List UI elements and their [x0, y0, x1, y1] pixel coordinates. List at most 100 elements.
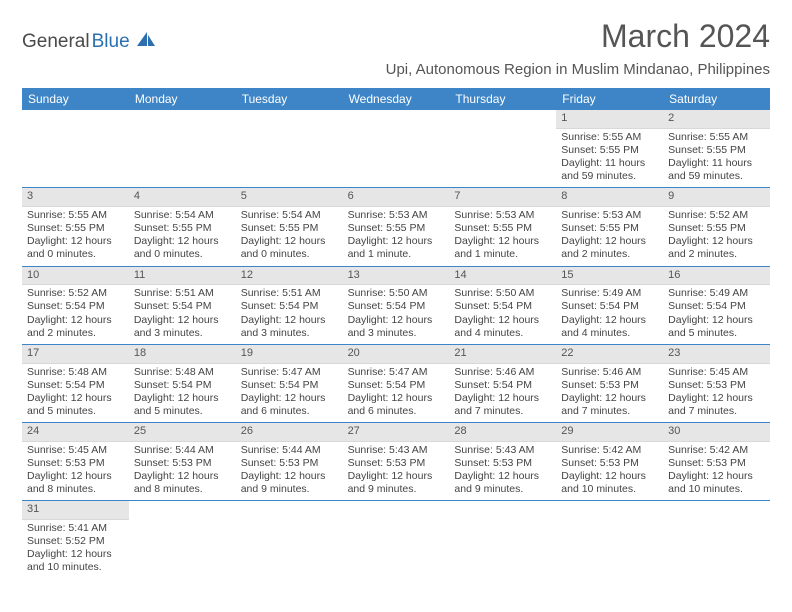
header: General Blue March 2024 Upi, Autonomous … [22, 18, 770, 78]
day-cell: 20Sunrise: 5:47 AMSunset: 5:54 PMDayligh… [343, 345, 450, 422]
day-number: 29 [556, 423, 663, 442]
day-number: 16 [663, 267, 770, 286]
day-header: Thursday [449, 88, 556, 110]
day-number: 6 [343, 188, 450, 207]
day-cell [236, 501, 343, 578]
sunset-text: Sunset: 5:53 PM [561, 457, 658, 470]
day-detail: Sunrise: 5:47 AMSunset: 5:54 PMDaylight:… [236, 364, 343, 423]
day-number: 4 [129, 188, 236, 207]
sunset-text: Sunset: 5:55 PM [27, 222, 124, 235]
day-number: 30 [663, 423, 770, 442]
day-detail: Sunrise: 5:52 AMSunset: 5:54 PMDaylight:… [22, 285, 129, 344]
day-cell: 15Sunrise: 5:49 AMSunset: 5:54 PMDayligh… [556, 267, 663, 344]
sunrise-text: Sunrise: 5:48 AM [27, 366, 124, 379]
day-number: 5 [236, 188, 343, 207]
sunrise-text: Sunrise: 5:46 AM [561, 366, 658, 379]
sunset-text: Sunset: 5:55 PM [668, 222, 765, 235]
day-detail: Sunrise: 5:55 AMSunset: 5:55 PMDaylight:… [22, 207, 129, 266]
day-number: 23 [663, 345, 770, 364]
day-detail: Sunrise: 5:53 AMSunset: 5:55 PMDaylight:… [556, 207, 663, 266]
day-cell: 12Sunrise: 5:51 AMSunset: 5:54 PMDayligh… [236, 267, 343, 344]
day-number: 11 [129, 267, 236, 286]
day-detail: Sunrise: 5:42 AMSunset: 5:53 PMDaylight:… [556, 442, 663, 501]
sunrise-text: Sunrise: 5:52 AM [668, 209, 765, 222]
day-detail: Sunrise: 5:53 AMSunset: 5:55 PMDaylight:… [343, 207, 450, 266]
daylight-text: Daylight: 12 hours and 6 minutes. [348, 392, 445, 418]
day-cell [129, 110, 236, 187]
daylight-text: Daylight: 12 hours and 10 minutes. [561, 470, 658, 496]
day-number: 22 [556, 345, 663, 364]
week-row: 3Sunrise: 5:55 AMSunset: 5:55 PMDaylight… [22, 188, 770, 266]
day-cell: 14Sunrise: 5:50 AMSunset: 5:54 PMDayligh… [449, 267, 556, 344]
sunrise-text: Sunrise: 5:50 AM [348, 287, 445, 300]
day-cell [449, 501, 556, 578]
day-header: Sunday [22, 88, 129, 110]
sunset-text: Sunset: 5:55 PM [668, 144, 765, 157]
sunset-text: Sunset: 5:54 PM [27, 300, 124, 313]
daylight-text: Daylight: 12 hours and 3 minutes. [241, 314, 338, 340]
daylight-text: Daylight: 12 hours and 10 minutes. [27, 548, 124, 574]
sunrise-text: Sunrise: 5:55 AM [27, 209, 124, 222]
sunrise-text: Sunrise: 5:41 AM [27, 522, 124, 535]
daylight-text: Daylight: 12 hours and 0 minutes. [134, 235, 231, 261]
day-cell [556, 501, 663, 578]
day-detail: Sunrise: 5:47 AMSunset: 5:54 PMDaylight:… [343, 364, 450, 423]
day-detail: Sunrise: 5:43 AMSunset: 5:53 PMDaylight:… [449, 442, 556, 501]
logo-sail-icon [135, 30, 157, 53]
day-detail: Sunrise: 5:53 AMSunset: 5:55 PMDaylight:… [449, 207, 556, 266]
sunrise-text: Sunrise: 5:53 AM [561, 209, 658, 222]
day-header-row: Sunday Monday Tuesday Wednesday Thursday… [22, 88, 770, 110]
daylight-text: Daylight: 12 hours and 0 minutes. [241, 235, 338, 261]
day-detail: Sunrise: 5:55 AMSunset: 5:55 PMDaylight:… [556, 129, 663, 188]
day-number: 2 [663, 110, 770, 129]
day-cell: 18Sunrise: 5:48 AMSunset: 5:54 PMDayligh… [129, 345, 236, 422]
day-detail: Sunrise: 5:51 AMSunset: 5:54 PMDaylight:… [129, 285, 236, 344]
sunrise-text: Sunrise: 5:49 AM [561, 287, 658, 300]
sunset-text: Sunset: 5:55 PM [561, 222, 658, 235]
day-cell: 13Sunrise: 5:50 AMSunset: 5:54 PMDayligh… [343, 267, 450, 344]
daylight-text: Daylight: 12 hours and 4 minutes. [454, 314, 551, 340]
sunset-text: Sunset: 5:55 PM [348, 222, 445, 235]
sunrise-text: Sunrise: 5:51 AM [241, 287, 338, 300]
daylight-text: Daylight: 11 hours and 59 minutes. [668, 157, 765, 183]
sunset-text: Sunset: 5:53 PM [454, 457, 551, 470]
month-title: March 2024 [386, 18, 770, 55]
logo: General Blue [22, 30, 157, 53]
day-cell [343, 501, 450, 578]
daylight-text: Daylight: 12 hours and 5 minutes. [668, 314, 765, 340]
logo-text-general: General [22, 31, 90, 53]
day-number: 13 [343, 267, 450, 286]
sunset-text: Sunset: 5:54 PM [134, 300, 231, 313]
day-detail: Sunrise: 5:50 AMSunset: 5:54 PMDaylight:… [449, 285, 556, 344]
sunrise-text: Sunrise: 5:55 AM [668, 131, 765, 144]
day-cell: 31Sunrise: 5:41 AMSunset: 5:52 PMDayligh… [22, 501, 129, 578]
sunrise-text: Sunrise: 5:47 AM [348, 366, 445, 379]
day-cell: 22Sunrise: 5:46 AMSunset: 5:53 PMDayligh… [556, 345, 663, 422]
sunrise-text: Sunrise: 5:42 AM [561, 444, 658, 457]
day-detail: Sunrise: 5:51 AMSunset: 5:54 PMDaylight:… [236, 285, 343, 344]
day-number: 3 [22, 188, 129, 207]
day-cell: 16Sunrise: 5:49 AMSunset: 5:54 PMDayligh… [663, 267, 770, 344]
day-cell [129, 501, 236, 578]
day-cell: 17Sunrise: 5:48 AMSunset: 5:54 PMDayligh… [22, 345, 129, 422]
day-cell: 19Sunrise: 5:47 AMSunset: 5:54 PMDayligh… [236, 345, 343, 422]
daylight-text: Daylight: 12 hours and 2 minutes. [561, 235, 658, 261]
day-cell: 3Sunrise: 5:55 AMSunset: 5:55 PMDaylight… [22, 188, 129, 265]
daylight-text: Daylight: 12 hours and 0 minutes. [27, 235, 124, 261]
sunset-text: Sunset: 5:54 PM [348, 300, 445, 313]
sunset-text: Sunset: 5:54 PM [454, 300, 551, 313]
daylight-text: Daylight: 12 hours and 2 minutes. [668, 235, 765, 261]
day-detail: Sunrise: 5:41 AMSunset: 5:52 PMDaylight:… [22, 520, 129, 579]
day-detail: Sunrise: 5:45 AMSunset: 5:53 PMDaylight:… [22, 442, 129, 501]
calendar: Sunday Monday Tuesday Wednesday Thursday… [22, 88, 770, 579]
day-header: Wednesday [343, 88, 450, 110]
daylight-text: Daylight: 11 hours and 59 minutes. [561, 157, 658, 183]
daylight-text: Daylight: 12 hours and 6 minutes. [241, 392, 338, 418]
daylight-text: Daylight: 12 hours and 2 minutes. [27, 314, 124, 340]
sunset-text: Sunset: 5:54 PM [134, 379, 231, 392]
day-number: 26 [236, 423, 343, 442]
day-cell: 21Sunrise: 5:46 AMSunset: 5:54 PMDayligh… [449, 345, 556, 422]
day-detail: Sunrise: 5:45 AMSunset: 5:53 PMDaylight:… [663, 364, 770, 423]
day-cell [22, 110, 129, 187]
sunrise-text: Sunrise: 5:53 AM [348, 209, 445, 222]
